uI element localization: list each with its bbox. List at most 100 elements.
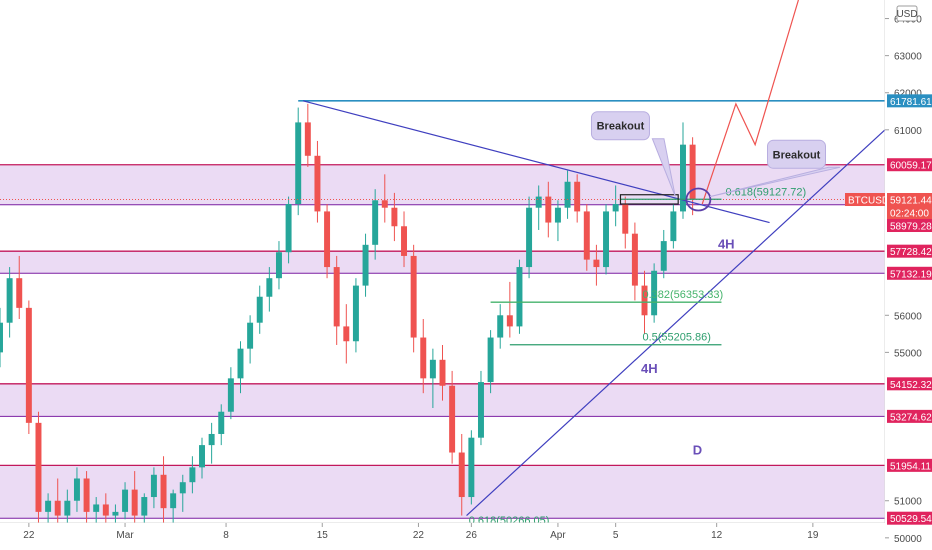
timeframe-label-3: D	[693, 442, 702, 457]
fib-label-0: 0.618(59127.72)	[725, 186, 806, 198]
x-tick-label-7: 5	[613, 530, 619, 541]
y-tick-label-1: 63000	[894, 52, 922, 63]
candle-body-49	[468, 437, 475, 498]
price-tag-label-10: 51954.11	[890, 461, 931, 472]
candle-body-47	[449, 385, 456, 453]
fib-label-2: 0.5(55205.86)	[642, 332, 711, 344]
y-tick-label-6: 51000	[894, 497, 922, 508]
candle-body-15	[141, 497, 148, 516]
x-tick-label-0: 22	[23, 530, 35, 541]
currency-badge[interactable]: USD	[896, 5, 918, 22]
price-tag-bg-6	[887, 244, 932, 258]
candle-body-29	[275, 252, 282, 279]
candle-body-34	[324, 211, 331, 268]
price-tag-label-7: 57132.19	[890, 269, 932, 280]
candle-body-43	[410, 255, 417, 338]
y-tick-label-4: 56000	[894, 311, 922, 322]
trendline-1	[466, 129, 886, 517]
candle-body-10	[93, 504, 100, 512]
x-tick-label-3: 15	[317, 530, 329, 541]
candle-body-56	[535, 196, 542, 208]
candle-body-1	[6, 278, 13, 323]
price-tag-label-2: BTCUSD	[848, 196, 889, 207]
candle-body-9	[83, 478, 90, 512]
candlesticks	[0, 103, 696, 523]
candle-body-12	[112, 511, 119, 516]
candle-body-26	[247, 322, 254, 349]
price-tag-label-3: 59121.44	[890, 196, 932, 207]
y-tick-label-2: 62000	[894, 89, 922, 100]
y-tick-label-7: 50000	[894, 534, 922, 545]
price-tag-bg-5	[887, 219, 932, 233]
candle-body-54	[516, 267, 523, 327]
horizontal-levels	[0, 100, 885, 201]
candle-body-58	[554, 207, 561, 223]
price-tag-label-0: 61781.61	[890, 97, 932, 108]
candle-body-35	[333, 267, 340, 327]
candle-body-30	[285, 204, 292, 253]
candle-body-65	[622, 204, 629, 234]
candle-body-63	[603, 211, 610, 268]
candle-body-41	[391, 207, 398, 227]
price-tag-label-11: 50529.54	[890, 514, 932, 525]
candle-body-61	[583, 211, 590, 260]
x-tick-label-5: 26	[466, 530, 478, 541]
x-tick-label-1: Mar	[116, 530, 134, 541]
candle-body-45	[429, 359, 436, 379]
price-tag-label-8: 54152.32	[890, 380, 932, 391]
candle-body-67	[641, 285, 648, 316]
candle-body-3	[25, 307, 32, 423]
candle-body-8	[73, 478, 80, 501]
callout-box-0	[590, 111, 650, 141]
candle-body-48	[458, 452, 465, 498]
candle-body-51	[487, 337, 494, 383]
candle-body-64	[612, 204, 619, 212]
candle-body-23	[218, 411, 225, 434]
timeframe-label-2: 4H	[641, 361, 658, 376]
price-tag-label-6: 57728.42	[890, 247, 932, 258]
candle-body-4	[35, 422, 42, 512]
candle-body-19	[179, 482, 186, 494]
candle-body-31	[295, 122, 302, 205]
x-tick-label-8: 12	[711, 530, 723, 541]
callout-pointer-0	[651, 138, 676, 197]
candle-body-39	[372, 200, 379, 245]
x-tick-label-4: 22	[413, 530, 425, 541]
callout-pointer-1	[709, 166, 841, 198]
currency-label: USD	[896, 9, 917, 20]
price-tags: 61781.61 60059.17 BTCUSD 59121.44 02:24:00 58…	[845, 94, 932, 525]
callout-label-0: Breakout	[597, 121, 645, 133]
candle-body-46	[439, 359, 446, 386]
x-axis-ticks: 22 Mar 8 15 22 26 Apr 5 12 19	[23, 523, 819, 541]
candle-body-59	[564, 181, 571, 208]
candle-body-38	[362, 244, 369, 286]
y-tick-label-5: 55000	[894, 348, 922, 359]
candle-body-53	[506, 315, 513, 327]
fib-label-1: 0.382(56353.33)	[642, 289, 723, 301]
price-tag-bg-2	[845, 193, 885, 207]
candle-body-71	[680, 144, 686, 212]
price-tag-label-9: 53274.62	[890, 412, 932, 423]
callout-label-1: Breakout	[773, 149, 821, 161]
candle-body-13	[122, 489, 129, 512]
candle-body-55	[526, 207, 533, 268]
price-tag-bg-4	[887, 206, 932, 220]
candle-body-20	[189, 467, 196, 483]
price-tag-bg-8	[887, 377, 932, 391]
candle-body-66	[631, 233, 638, 286]
callout-box-1	[767, 139, 826, 169]
candle-body-68	[651, 270, 658, 316]
candle-body-33	[314, 155, 321, 212]
projection-path	[701, 0, 799, 205]
price-tag-label-1: 60059.17	[890, 161, 932, 172]
zone-0	[0, 164, 885, 205]
candle-body-62	[593, 259, 600, 268]
candle-body-70	[670, 211, 677, 242]
x-tick-label-2: 8	[223, 530, 229, 541]
candle-body-52	[497, 315, 504, 338]
x-tick-label-9: 19	[807, 530, 819, 541]
candle-body-21	[199, 445, 205, 468]
price-tag-bg-3	[887, 193, 932, 207]
